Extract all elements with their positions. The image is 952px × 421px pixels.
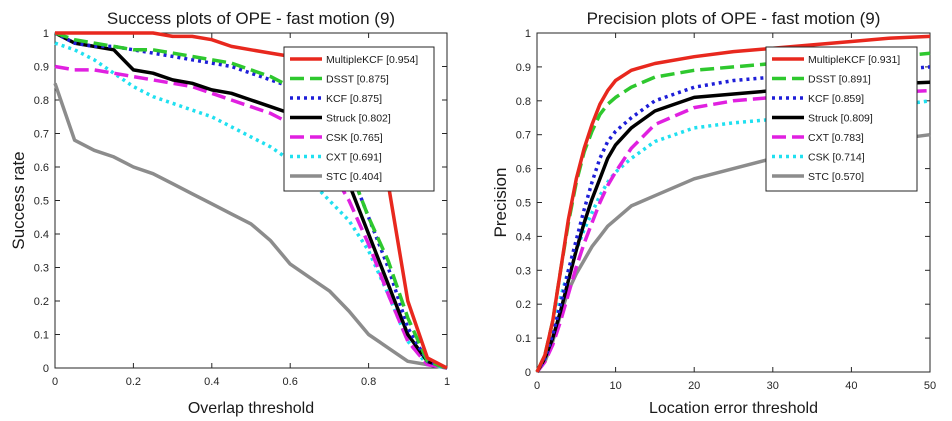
precision-y-tick-label: 0 (525, 367, 531, 379)
success-legend-label: CSK [0.765] (326, 132, 383, 144)
precision-legend-label: CSK [0.714] (808, 152, 865, 164)
precision-legend-label: DSST [0.891] (808, 74, 871, 86)
precision-x-tick-label: 20 (688, 380, 700, 392)
success-series-line-4 (54, 64, 448, 370)
precision-x-tick-label: 0 (534, 380, 540, 392)
precision-series-line-0 (535, 34, 931, 373)
success-legend-label: KCF [0.875] (326, 93, 382, 105)
precision-y-tick-label: 0.2 (516, 299, 531, 311)
success-chart: 0 0.1 0.2 0.3 0.4 0.5 0.6 0.7 0.8 0.9 1 0 0.2 0.4 0.6 0… (9, 9, 450, 417)
success-legend-label: STC [0.404] (326, 171, 382, 183)
precision-y-tick-label: 1 (525, 28, 531, 40)
precision-y-tick-label: 0.9 (516, 62, 531, 74)
precision-y-tick-label: 0.3 (516, 265, 531, 277)
success-legend-label: Struck [0.802] (326, 113, 391, 125)
precision-y-tick-label: 0.5 (516, 198, 531, 210)
success-x-tick-label: 0.4 (204, 376, 219, 388)
precision-legend-label: KCF [0.859] (808, 93, 864, 105)
success-y-tick-label: 0.6 (34, 162, 49, 174)
success-x-tick-label: 0.6 (283, 376, 298, 388)
success-y-tick-label: 0.4 (34, 229, 49, 241)
success-y-tick-label: 0.2 (34, 296, 49, 308)
precision-x-tick-label: 10 (609, 380, 621, 392)
precision-legend-label: CXT [0.783] (808, 132, 864, 144)
success-chart-title: Success plots of OPE - fast motion (9) (107, 9, 395, 28)
precision-x-tick-label: 40 (845, 380, 857, 392)
success-x-tick-label: 1 (444, 376, 450, 388)
precision-legend-label: Struck [0.809] (808, 113, 873, 125)
success-y-tick-label: 0.1 (34, 330, 49, 342)
precision-legend: MultipleKCF [0.931] DSST [0.891] KCF [0.85… (765, 46, 918, 192)
precision-y-tick-label: 0.7 (516, 130, 531, 142)
success-y-tick-label: 0 (43, 363, 49, 375)
success-legend-label: CXT [0.691] (326, 152, 382, 164)
success-x-tick-label: 0.2 (126, 376, 141, 388)
success-y-tick-label: 0.7 (34, 129, 49, 141)
precision-x-axis-label: Location error threshold (649, 400, 818, 417)
success-y-tick-label: 0.3 (34, 263, 49, 275)
success-x-tick-label: 0.8 (361, 376, 376, 388)
success-series-line-5 (54, 41, 448, 370)
precision-y-tick-label: 0.1 (516, 333, 531, 345)
success-y-tick-label: 1 (43, 28, 49, 40)
success-series-line-3 (54, 31, 448, 370)
success-y-tick-label: 0.5 (34, 196, 49, 208)
success-y-axis-label: Success rate (9, 151, 28, 249)
precision-y-tick-label: 0.8 (516, 96, 531, 108)
success-legend: MultipleKCF [0.954] DSST [0.875] KCF [0.87… (283, 46, 435, 192)
success-legend-label: MultipleKCF [0.954] (326, 54, 418, 66)
success-x-tick-label: 0 (52, 376, 58, 388)
precision-y-tick-label: 0.4 (516, 231, 531, 243)
precision-y-tick-label: 0.6 (516, 164, 531, 176)
precision-x-tick-label: 50 (924, 380, 936, 392)
success-series-line-1 (54, 31, 448, 370)
precision-legend-label: MultipleKCF [0.931] (808, 54, 900, 66)
success-y-tick-label: 0.9 (34, 62, 49, 74)
precision-series-line-2 (535, 65, 931, 373)
success-y-tick-label: 0.8 (34, 95, 49, 107)
success-series-line-2 (54, 31, 448, 370)
success-series-line-6 (53, 82, 448, 370)
success-legend-label: DSST [0.875] (326, 74, 389, 86)
precision-chart-title: Precision plots of OPE - fast motion (9) (587, 9, 881, 28)
success-x-axis-label: Overlap threshold (188, 400, 314, 417)
precision-legend-label: STC [0.570] (808, 171, 864, 183)
precision-x-tick-label: 30 (767, 380, 779, 392)
precision-chart: 00.10.20.30.40.50.60.70.80.910 10 20 30 40 50… (491, 9, 936, 417)
precision-y-axis-label: Precision (491, 168, 510, 238)
